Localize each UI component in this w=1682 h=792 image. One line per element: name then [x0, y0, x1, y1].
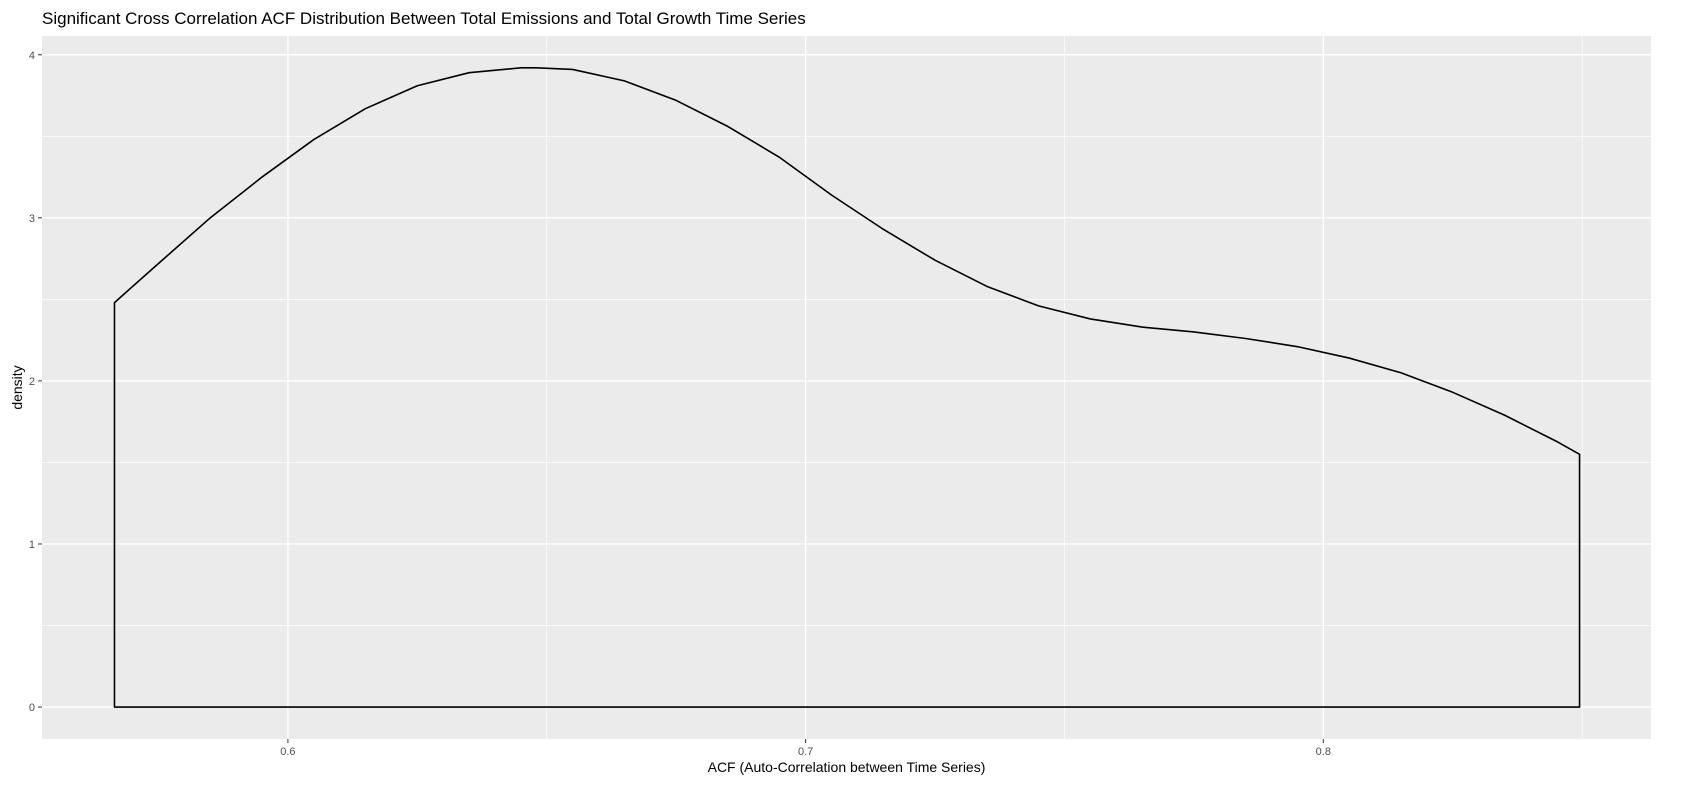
x-axis: 0.6 0.7 0.8: [280, 739, 1331, 758]
y-tick-label: 0: [29, 702, 35, 714]
x-axis-title: ACF (Auto-Correlation between Time Serie…: [708, 759, 986, 775]
y-axis: 0 1 2 3 4: [29, 50, 42, 714]
x-tick-label: 0.6: [280, 746, 295, 758]
y-tick-label: 3: [29, 213, 35, 225]
x-tick-label: 0.8: [1316, 746, 1331, 758]
plot-panel: [42, 36, 1651, 739]
y-tick-label: 4: [29, 50, 35, 62]
density-curve: [113, 66, 1581, 708]
y-axis-title: density: [9, 365, 25, 409]
y-tick-label: 2: [29, 376, 35, 388]
x-tick-label: 0.7: [798, 746, 813, 758]
y-tick-label: 1: [29, 539, 35, 551]
chart-title: Significant Cross Correlation ACF Distri…: [42, 9, 806, 28]
minor-gridlines: [42, 36, 1651, 739]
